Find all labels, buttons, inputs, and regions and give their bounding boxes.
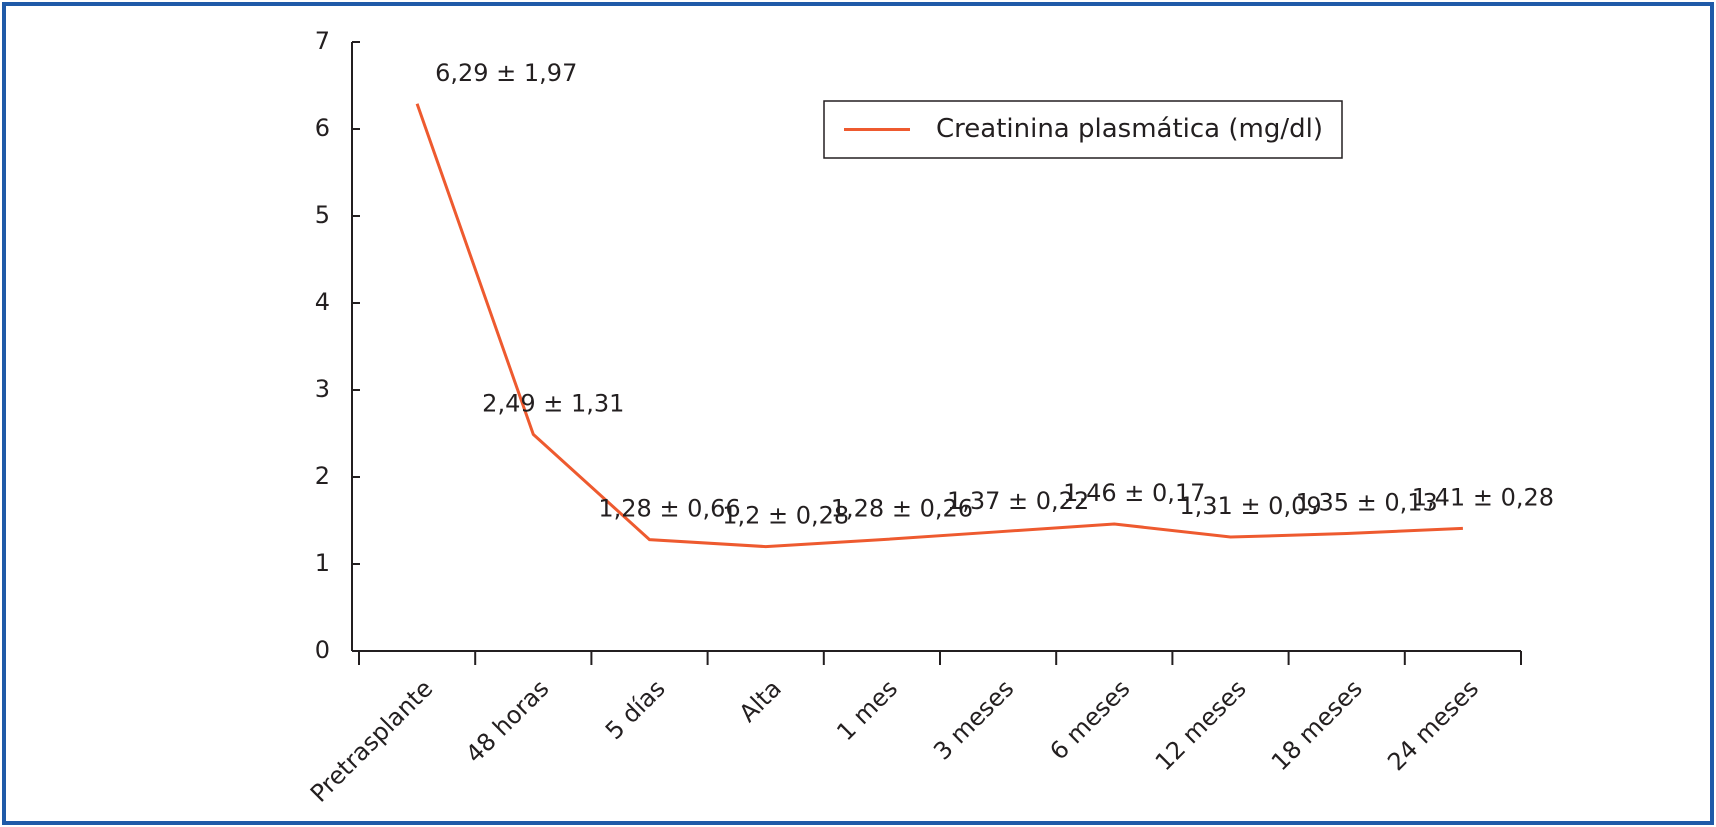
x-tick-label: 1 mes — [831, 674, 903, 746]
value-label: 1,28 ± 0,26 — [831, 495, 973, 523]
value-label: 1,28 ± 0,66 — [598, 495, 740, 523]
legend-box — [823, 100, 1343, 159]
value-label: 2,49 ± 1,31 — [482, 389, 624, 417]
value-label: 1,35 ± 0,13 — [1296, 489, 1438, 517]
x-tick-label: Alta — [734, 674, 787, 727]
x-tick-label: 3 meses — [928, 674, 1019, 765]
value-label: 1,41 ± 0,28 — [1412, 483, 1554, 511]
y-tick-label: 6 — [315, 114, 330, 142]
x-tick-label: 12 meses — [1150, 674, 1252, 776]
y-tick-label: 3 — [315, 375, 330, 403]
y-tick-label: 1 — [315, 549, 330, 577]
value-label: 6,29 ± 1,97 — [435, 59, 577, 87]
x-tick-label: 18 meses — [1266, 674, 1368, 776]
y-tick-label: 5 — [315, 201, 330, 229]
value-label: 1,37 ± 0,22 — [947, 487, 1089, 515]
x-tick-label: Pretrasplante — [305, 674, 438, 807]
x-tick-label: 5 días — [600, 674, 671, 745]
y-tick-label: 7 — [315, 27, 330, 55]
value-label: 1,2 ± 0,28 — [722, 502, 849, 530]
line — [415, 103, 1463, 549]
x-tick-label: 48 horas — [460, 674, 554, 768]
y-tick-label: 0 — [315, 636, 330, 664]
y-tick-label: 2 — [315, 462, 330, 490]
value-label: 1,31 ± 0,09 — [1179, 492, 1321, 520]
legend-label: Creatinina plasmática (mg/dl) — [936, 114, 1323, 144]
value-label: 1,46 ± 0,17 — [1063, 479, 1205, 507]
x-tick-label: 6 meses — [1044, 674, 1135, 765]
y-tick-label: 4 — [315, 288, 330, 316]
x-tick-label: 24 meses — [1382, 674, 1484, 776]
